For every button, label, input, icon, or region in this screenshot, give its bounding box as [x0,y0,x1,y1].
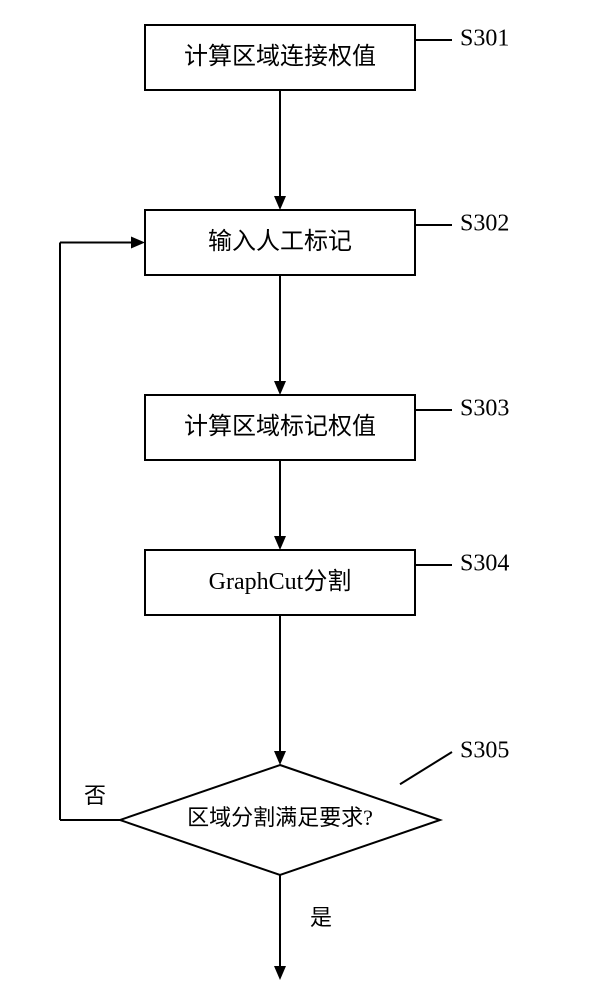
decision-label: 区域分割满足要求? [187,805,373,830]
s302-step: S302 [460,211,509,237]
decision-step: S305 [460,738,509,764]
s302-label: 输入人工标记 [208,228,352,255]
s303-label: 计算区域标记权值 [184,413,376,440]
branch-yes: 是 [310,905,332,930]
s304-step: S304 [460,551,509,577]
s304-label: GraphCut分割 [209,568,352,595]
s303-step: S303 [460,396,509,422]
s301-step: S301 [460,26,509,52]
s301-label: 计算区域连接权值 [184,43,376,70]
branch-no: 否 [84,783,106,808]
